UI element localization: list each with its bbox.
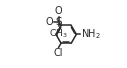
Text: Cl: Cl	[54, 48, 63, 58]
Text: S: S	[55, 17, 62, 27]
Text: O: O	[55, 6, 63, 16]
Text: NH$_2$: NH$_2$	[81, 27, 100, 41]
Text: CH$_3$: CH$_3$	[50, 27, 68, 40]
Text: O: O	[46, 17, 53, 27]
